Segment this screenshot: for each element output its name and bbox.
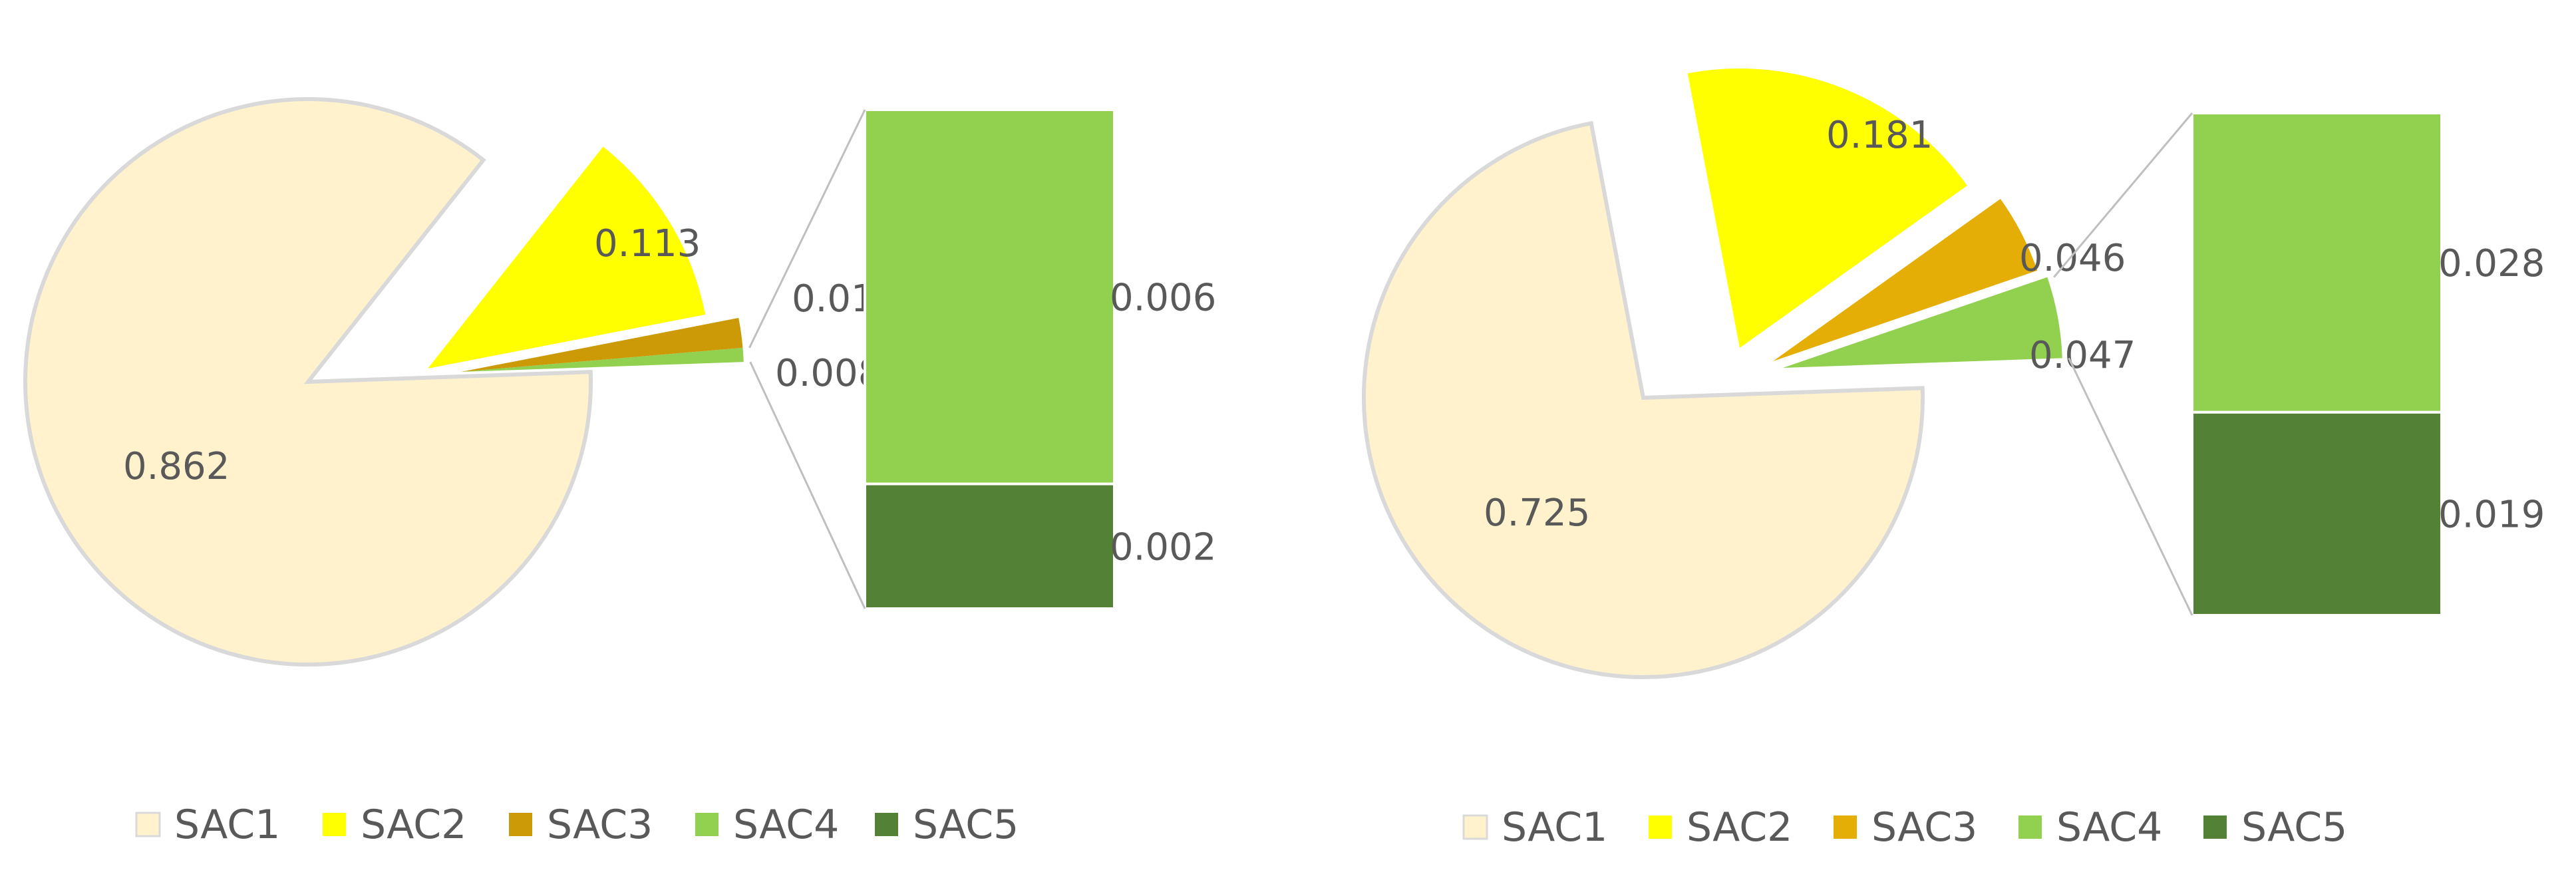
legend-label-sac3: SAC3 (547, 802, 653, 848)
data-label-sac3: 0.046 (2019, 237, 2126, 280)
pie-slice-other (1783, 277, 2062, 368)
legend-label-sac4: SAC4 (733, 802, 839, 848)
legend-label-sac1: SAC1 (1502, 804, 1607, 851)
data-label-sac1: 0.862 (123, 445, 230, 488)
pie-slice-sac1 (1362, 120, 1925, 679)
bar-label-sac5: 0.019 (2438, 493, 2545, 536)
pie-slice-sac3 (461, 317, 743, 372)
legend-swatch-sac2 (1649, 815, 1672, 839)
pie-slice-sac3 (1773, 199, 2038, 361)
pie-slice-sac1 (23, 97, 593, 666)
pie-slice-other (461, 347, 744, 372)
pie (1362, 68, 2062, 679)
pie (23, 97, 744, 666)
legend-label-sac4: SAC4 (2056, 804, 2162, 851)
bar-segment-sac5 (864, 482, 1116, 610)
legend-label-sac5: SAC5 (913, 802, 1019, 848)
connector-line-bottom (2068, 357, 2193, 616)
legend-swatch-sac4 (695, 813, 719, 836)
legend: SAC1 SAC2 SAC3 SAC4 SAC5 (135, 802, 1019, 848)
legend-label-sac2: SAC2 (1687, 804, 1792, 851)
legend-swatch-sac3 (509, 813, 532, 836)
legend-swatch-sac1 (135, 812, 161, 837)
pie-slice-sac2 (428, 146, 706, 369)
pie-slice-sac2 (1687, 68, 1967, 349)
legend-label-sac2: SAC2 (361, 802, 466, 848)
data-label-sac4: 0.047 (2029, 334, 2136, 377)
legend-swatch-sac4 (2018, 815, 2042, 839)
legend-swatch-sac5 (875, 813, 898, 836)
bar-segment-sac5 (2191, 410, 2443, 617)
bar-label-sac4: 0.028 (2438, 242, 2545, 285)
data-label-sac2: 0.181 (1826, 114, 1933, 157)
legend-swatch-sac5 (2203, 815, 2227, 839)
bar-segment-sac4 (2191, 112, 2443, 414)
data-label-sac1: 0.725 (1484, 492, 1590, 535)
connector-line-top (2053, 112, 2193, 278)
legend: SAC1 SAC2 SAC3 SAC4 SAC5 (1462, 804, 2347, 851)
legend-label-sac3: SAC3 (1871, 804, 1977, 851)
data-label-sac2: 0.113 (594, 222, 701, 265)
connector-line-bottom (749, 361, 866, 609)
connector-line-top (748, 109, 866, 349)
legend-label-sac1: SAC1 (174, 802, 280, 848)
legend-swatch-sac3 (1834, 815, 1857, 839)
bar-segment-sac4 (864, 108, 1116, 486)
legend-label-sac5: SAC5 (2241, 804, 2347, 851)
bar-label-sac5: 0.002 (1110, 525, 1216, 569)
legend-swatch-sac2 (323, 813, 346, 836)
legend-swatch-sac1 (1462, 814, 1488, 840)
bar-label-sac4: 0.006 (1110, 276, 1216, 319)
